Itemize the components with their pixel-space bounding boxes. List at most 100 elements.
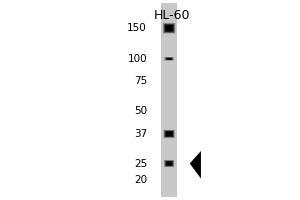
FancyBboxPatch shape	[164, 160, 174, 167]
FancyBboxPatch shape	[166, 26, 172, 31]
FancyBboxPatch shape	[166, 132, 172, 136]
FancyBboxPatch shape	[165, 25, 173, 31]
FancyBboxPatch shape	[164, 130, 175, 138]
FancyBboxPatch shape	[167, 58, 171, 59]
FancyBboxPatch shape	[167, 132, 171, 135]
FancyBboxPatch shape	[167, 132, 172, 136]
FancyBboxPatch shape	[168, 163, 170, 164]
FancyBboxPatch shape	[167, 162, 171, 165]
FancyBboxPatch shape	[166, 161, 173, 166]
FancyBboxPatch shape	[164, 24, 174, 32]
Text: 20: 20	[134, 175, 147, 185]
Polygon shape	[190, 151, 201, 179]
FancyBboxPatch shape	[167, 26, 172, 30]
FancyBboxPatch shape	[167, 132, 172, 136]
FancyBboxPatch shape	[165, 57, 173, 60]
FancyBboxPatch shape	[165, 161, 173, 166]
FancyBboxPatch shape	[167, 27, 171, 30]
FancyBboxPatch shape	[169, 28, 170, 29]
FancyBboxPatch shape	[164, 57, 174, 60]
FancyBboxPatch shape	[165, 58, 173, 60]
FancyBboxPatch shape	[168, 163, 171, 164]
FancyBboxPatch shape	[167, 162, 171, 165]
FancyBboxPatch shape	[167, 58, 171, 59]
FancyBboxPatch shape	[164, 24, 174, 32]
FancyBboxPatch shape	[169, 133, 170, 134]
Text: 37: 37	[134, 129, 147, 139]
FancyBboxPatch shape	[166, 161, 172, 166]
FancyBboxPatch shape	[166, 25, 173, 31]
FancyBboxPatch shape	[167, 162, 171, 165]
FancyBboxPatch shape	[164, 24, 175, 33]
FancyBboxPatch shape	[168, 27, 170, 29]
FancyBboxPatch shape	[166, 58, 172, 60]
FancyBboxPatch shape	[163, 23, 175, 33]
FancyBboxPatch shape	[166, 132, 172, 136]
FancyBboxPatch shape	[168, 58, 170, 59]
FancyBboxPatch shape	[166, 26, 172, 31]
FancyBboxPatch shape	[164, 23, 175, 33]
FancyBboxPatch shape	[167, 132, 172, 136]
FancyBboxPatch shape	[165, 161, 173, 166]
FancyBboxPatch shape	[164, 24, 174, 33]
FancyBboxPatch shape	[165, 57, 174, 60]
FancyBboxPatch shape	[168, 163, 170, 164]
FancyBboxPatch shape	[167, 27, 171, 30]
Text: 50: 50	[134, 106, 147, 116]
FancyBboxPatch shape	[167, 58, 171, 59]
FancyBboxPatch shape	[164, 160, 174, 167]
FancyBboxPatch shape	[164, 131, 174, 137]
FancyBboxPatch shape	[168, 133, 170, 135]
FancyBboxPatch shape	[165, 161, 173, 166]
FancyBboxPatch shape	[165, 131, 173, 137]
FancyBboxPatch shape	[167, 162, 172, 165]
Text: HL-60: HL-60	[154, 9, 190, 22]
FancyBboxPatch shape	[166, 58, 172, 60]
FancyBboxPatch shape	[165, 24, 174, 32]
FancyBboxPatch shape	[166, 161, 172, 166]
Text: 100: 100	[128, 54, 147, 64]
FancyBboxPatch shape	[168, 163, 170, 164]
FancyBboxPatch shape	[166, 132, 172, 136]
FancyBboxPatch shape	[163, 23, 175, 33]
FancyBboxPatch shape	[168, 133, 171, 135]
FancyBboxPatch shape	[165, 57, 173, 60]
FancyBboxPatch shape	[167, 132, 171, 135]
FancyBboxPatch shape	[164, 130, 174, 138]
Text: 150: 150	[127, 23, 147, 33]
FancyBboxPatch shape	[166, 161, 172, 166]
FancyBboxPatch shape	[165, 131, 173, 137]
FancyBboxPatch shape	[164, 130, 174, 138]
FancyBboxPatch shape	[167, 58, 171, 60]
FancyBboxPatch shape	[165, 160, 174, 167]
FancyBboxPatch shape	[166, 162, 172, 165]
FancyBboxPatch shape	[164, 57, 174, 60]
FancyBboxPatch shape	[167, 58, 171, 60]
FancyBboxPatch shape	[168, 163, 170, 164]
Bar	[161, 3, 177, 197]
FancyBboxPatch shape	[167, 133, 171, 135]
FancyBboxPatch shape	[166, 58, 173, 60]
FancyBboxPatch shape	[164, 130, 174, 137]
FancyBboxPatch shape	[169, 28, 170, 29]
FancyBboxPatch shape	[167, 162, 172, 165]
FancyBboxPatch shape	[168, 133, 170, 134]
FancyBboxPatch shape	[166, 131, 173, 136]
FancyBboxPatch shape	[168, 27, 170, 29]
FancyBboxPatch shape	[165, 57, 173, 60]
FancyBboxPatch shape	[167, 58, 172, 60]
FancyBboxPatch shape	[167, 58, 172, 60]
Text: 75: 75	[134, 76, 147, 86]
FancyBboxPatch shape	[165, 131, 173, 137]
FancyBboxPatch shape	[164, 130, 175, 138]
FancyBboxPatch shape	[164, 160, 174, 167]
FancyBboxPatch shape	[166, 58, 172, 60]
FancyBboxPatch shape	[165, 131, 174, 137]
FancyBboxPatch shape	[165, 25, 173, 32]
FancyBboxPatch shape	[167, 162, 171, 165]
Text: 25: 25	[134, 159, 147, 169]
FancyBboxPatch shape	[168, 133, 170, 135]
FancyBboxPatch shape	[166, 25, 172, 31]
FancyBboxPatch shape	[168, 133, 170, 135]
FancyBboxPatch shape	[167, 26, 171, 30]
